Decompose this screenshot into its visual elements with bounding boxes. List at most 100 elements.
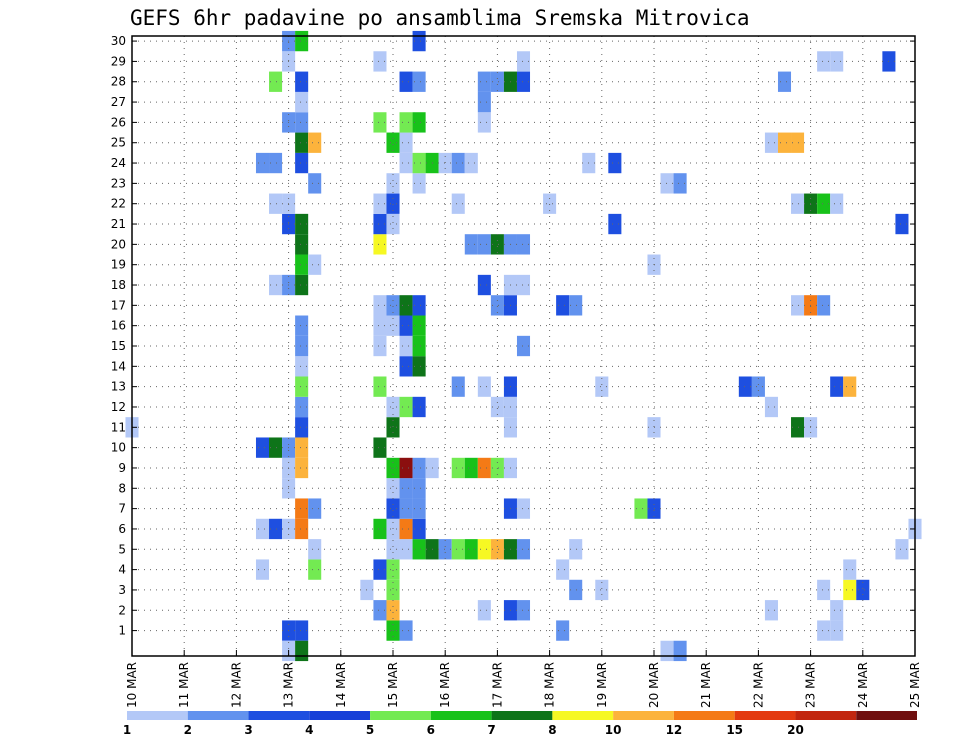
heatmap-cell	[777, 71, 792, 92]
heatmap-cell	[412, 518, 426, 540]
heatmap-cell	[764, 600, 778, 621]
heatmap-cell	[269, 152, 283, 174]
legend-label: 8	[548, 723, 556, 737]
heatmap-cell	[386, 498, 400, 519]
heatmap-cell	[817, 51, 831, 72]
legend-swatch	[370, 711, 431, 720]
heatmap-cell	[308, 539, 322, 560]
y-tick-label: 8	[118, 481, 126, 495]
heatmap-cell	[373, 213, 387, 235]
heatmap-cell	[373, 234, 387, 255]
legend-label: 7	[487, 723, 495, 737]
heatmap-cell	[595, 376, 609, 397]
heatmap-cell	[490, 457, 504, 479]
heatmap-cell	[477, 600, 491, 621]
x-tick-label: 12 MAR	[229, 662, 243, 708]
legend-label: 20	[787, 723, 804, 737]
legend-swatch	[552, 711, 614, 720]
heatmap-cell	[399, 539, 413, 560]
heatmap-cell	[817, 620, 831, 641]
x-tick-label: 18 MAR	[543, 662, 557, 708]
y-tick-label: 3	[118, 583, 126, 597]
heatmap-cell	[569, 295, 583, 316]
heatmap-cell	[516, 51, 531, 72]
heatmap-cell	[386, 132, 400, 153]
heatmap-cell	[308, 498, 322, 519]
heatmap-cell	[269, 71, 283, 92]
heatmap-cell	[464, 152, 478, 174]
heatmap-cell	[386, 315, 400, 336]
heatmap-cell	[295, 234, 309, 255]
y-tick-label: 13	[111, 380, 126, 394]
heatmap-cell	[373, 193, 387, 214]
y-tick-label: 29	[111, 54, 126, 68]
legend-label: 3	[244, 723, 252, 737]
heatmap-cell	[438, 152, 452, 174]
heatmap-cell	[386, 295, 400, 316]
legend-swatch	[430, 711, 492, 720]
y-tick-label: 17	[111, 298, 126, 312]
legend-swatch	[613, 711, 674, 720]
heatmap-cell	[386, 539, 400, 560]
y-tick-label: 24	[111, 156, 126, 170]
heatmap-cell	[295, 437, 309, 458]
heatmap-cells	[125, 30, 922, 662]
heatmap-cell	[308, 132, 322, 153]
heatmap-cell	[386, 173, 400, 194]
legend-label: 1	[123, 723, 131, 737]
x-tick-label: 10 MAR	[125, 662, 139, 708]
heatmap-cell	[412, 539, 426, 560]
y-tick-label: 30	[111, 34, 126, 48]
heatmap-cell	[412, 295, 426, 316]
heatmap-cell	[673, 640, 687, 662]
x-tick-label: 16 MAR	[438, 662, 452, 708]
heatmap-cell	[295, 335, 309, 357]
heatmap-cell	[477, 234, 491, 255]
heatmap-cell	[269, 193, 283, 214]
heatmap-cell	[477, 539, 491, 560]
x-tick-label: 14 MAR	[334, 662, 348, 708]
heatmap-cell	[295, 620, 309, 641]
heatmap-cell	[373, 437, 387, 458]
heatmap-cell	[373, 518, 387, 540]
legend-swatch	[856, 711, 917, 720]
heatmap-cell	[464, 457, 478, 479]
heatmap-cell	[295, 356, 309, 377]
heatmap-cell	[412, 112, 426, 133]
heatmap-cell	[412, 71, 426, 92]
y-tick-label: 10	[111, 441, 126, 455]
heatmap-cell	[490, 396, 504, 418]
x-tick-label: 13 MAR	[282, 662, 296, 708]
x-axis: 10 MAR 11 MAR 12 MAR 13 MAR 14 MAR 15 MAR 16 M…	[125, 650, 922, 708]
legend-label: 10	[605, 723, 622, 737]
heatmap-cell	[412, 173, 426, 194]
heatmap-cell	[438, 539, 452, 560]
y-tick-label: 19	[111, 258, 126, 272]
legend-swatch	[491, 711, 553, 720]
heatmap-cell	[295, 274, 309, 296]
heatmap-cell	[399, 71, 413, 92]
legend-swatch	[248, 711, 310, 720]
chart-title: GEFS 6hr padavine po ansamblima Sremska …	[130, 6, 750, 30]
legend-label: 15	[726, 723, 743, 737]
y-tick-label: 23	[111, 176, 126, 190]
heatmap-cell	[295, 213, 309, 235]
heatmap-cell	[477, 71, 491, 92]
y-tick-label: 28	[111, 75, 126, 89]
heatmap-cell	[412, 335, 426, 357]
heatmap-cell	[255, 437, 270, 458]
heatmap-cell	[764, 396, 778, 418]
heatmap-cell	[295, 417, 309, 438]
heatmap-cell	[673, 173, 687, 194]
heatmap-cell	[477, 91, 491, 113]
heatmap-cell	[660, 640, 674, 662]
heatmap-cell	[412, 356, 426, 377]
heatmap-cell	[386, 600, 400, 621]
heatmap-cell	[791, 132, 805, 153]
heatmap-cell	[477, 274, 491, 296]
y-tick-label: 1	[118, 624, 126, 638]
y-tick-label: 2	[118, 603, 126, 617]
heatmap-cell	[516, 539, 531, 560]
heatmap-cell	[255, 152, 270, 174]
